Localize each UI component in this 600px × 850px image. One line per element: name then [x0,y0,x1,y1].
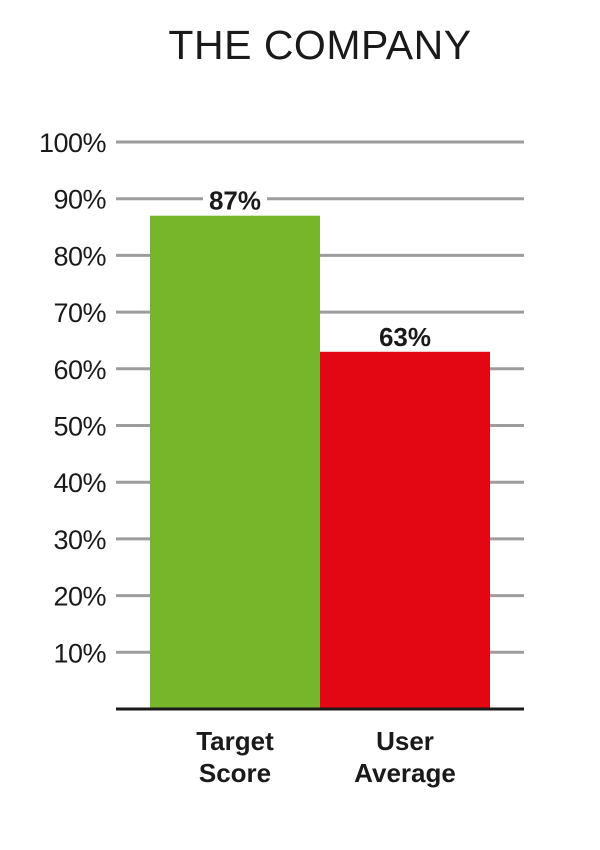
bar [320,351,490,709]
y-tick-label: 30% [53,525,106,555]
category-label: Average [354,758,456,788]
y-tick-label: 40% [53,468,106,498]
y-tick-label: 20% [53,582,106,612]
category-label: Score [199,758,271,788]
bar [150,215,320,709]
data-label: 87% [209,186,261,216]
category-label: User [376,726,434,756]
chart-title: THE COMPANY [168,22,472,68]
y-tick-label: 90% [53,185,106,215]
data-label: 63% [379,322,431,352]
y-tick-label: 10% [53,638,106,668]
data-label-backing [203,185,267,212]
data-label-backing [373,321,437,348]
y-tick-label: 80% [53,241,106,271]
y-tick-label: 60% [53,355,106,385]
labels: 10% 20% 30% 40% 50% 60% 70% 80% 90% 100% 87% Target… [39,128,456,788]
y-tick-label: 100% [39,128,107,158]
category-label: Target [196,726,274,756]
y-tick-label: 50% [53,412,106,442]
y-tick-label: 70% [53,298,106,328]
bars [150,215,490,709]
